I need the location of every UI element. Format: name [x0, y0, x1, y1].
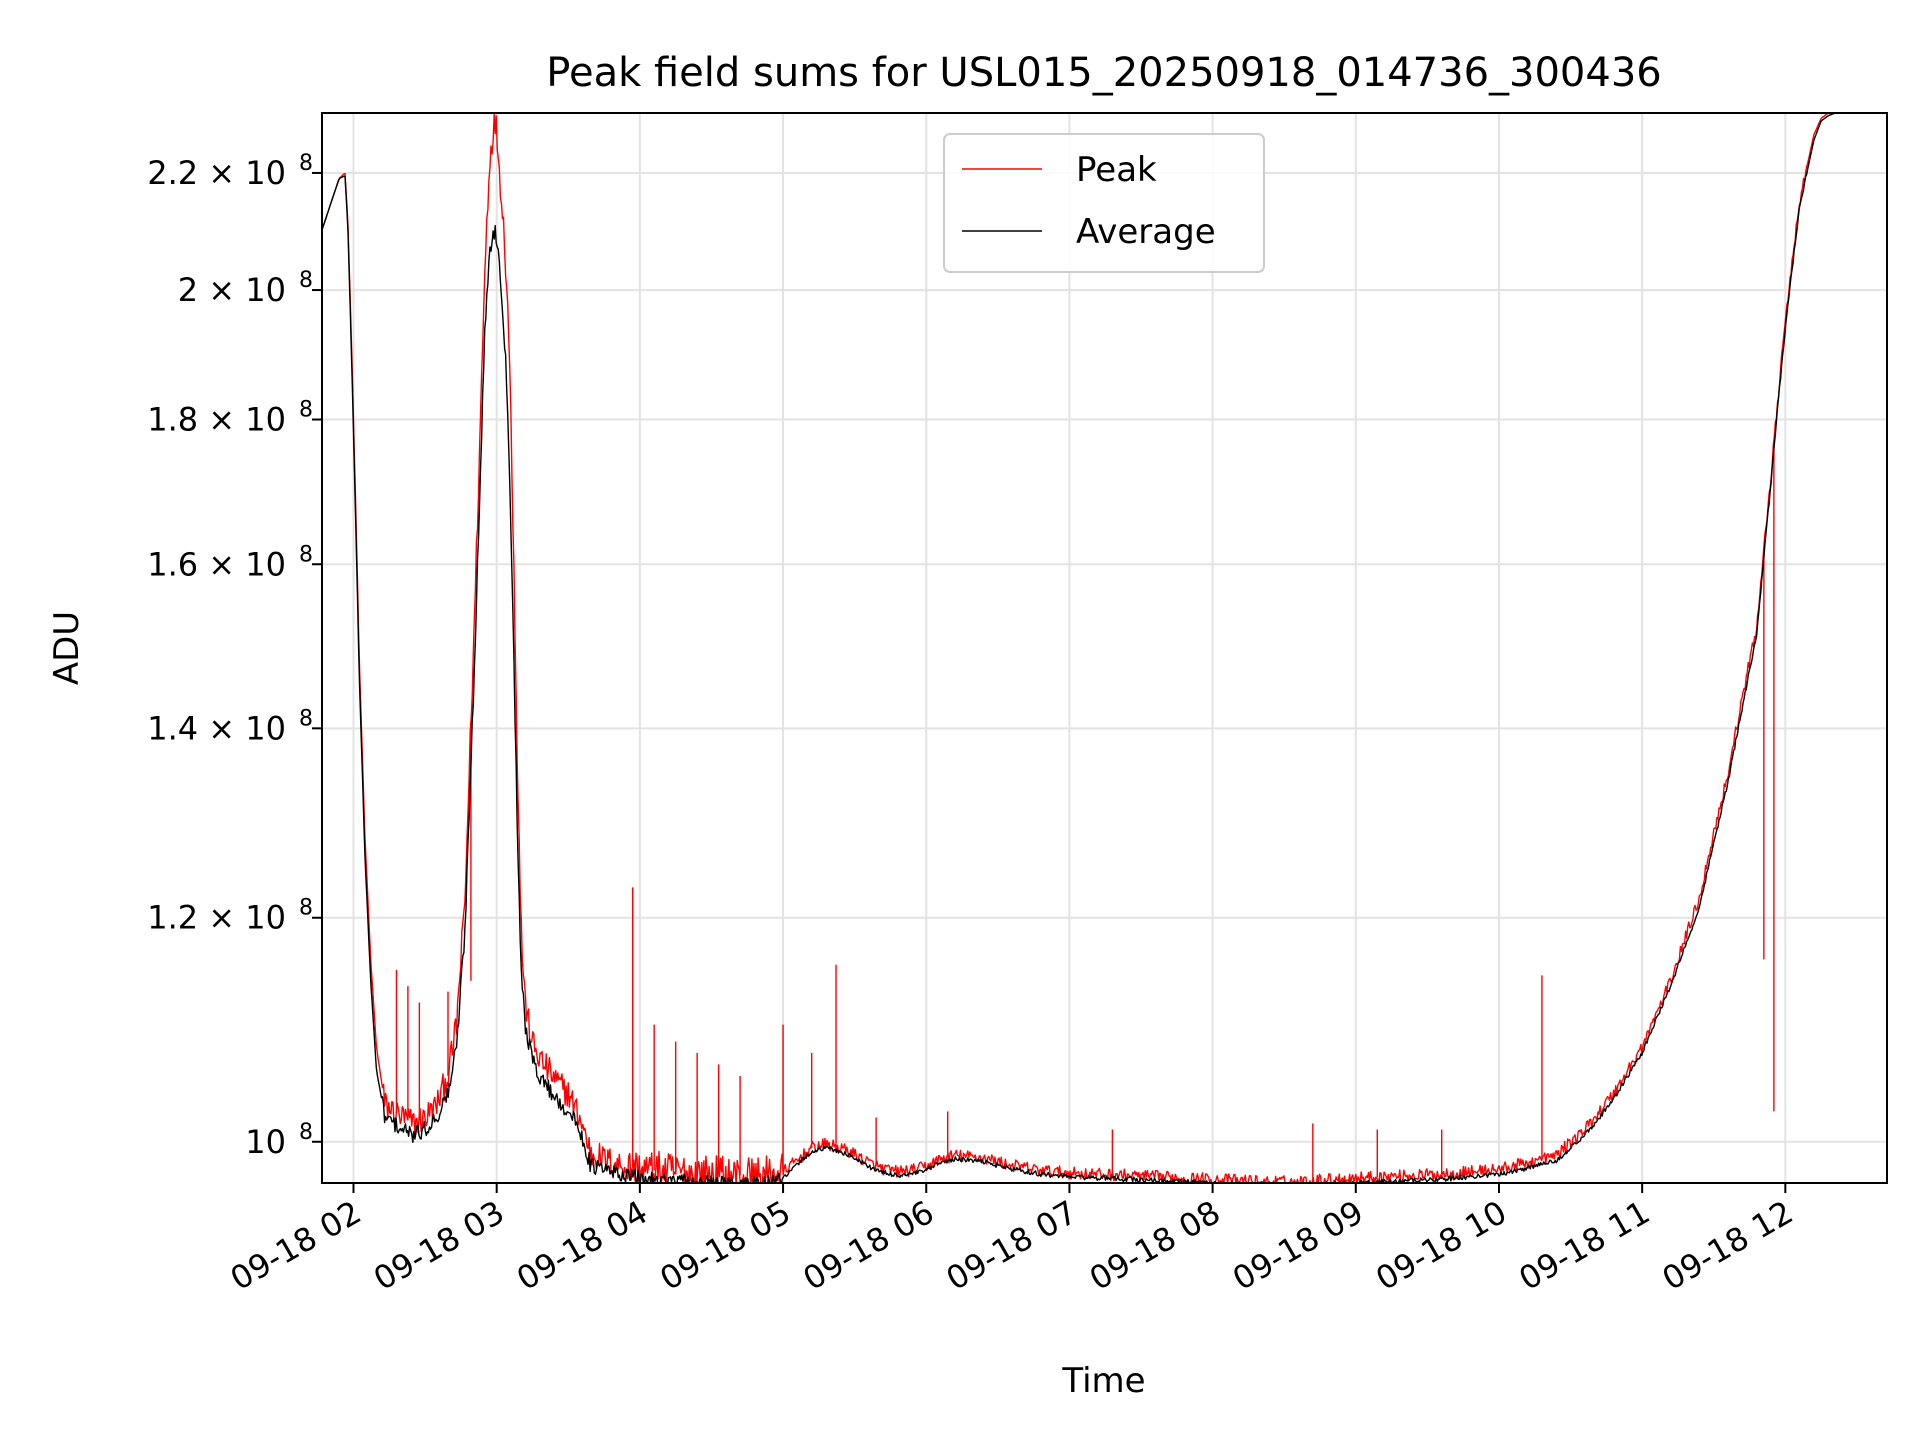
y-axis-ticks: 10 81.2 × 10 81.4 × 10 81.6 × 10 81.8 × 10 82… — [147, 151, 322, 1161]
x-axis-label: Time — [1061, 1361, 1145, 1401]
legend-label-peak: Peak — [1076, 150, 1157, 190]
legend: Peak Average — [943, 133, 1265, 273]
y-tick-exponent: 8 — [299, 706, 313, 731]
y-tick-exponent: 8 — [299, 896, 313, 921]
series-group — [322, 113, 1887, 1183]
y-tick-label: 10 — [245, 1123, 286, 1161]
y-tick-label: 1.2 × 10 — [147, 899, 286, 937]
legend-label-average: Average — [1076, 212, 1216, 252]
plot-frame — [321, 112, 1888, 1184]
y-tick-label: 2 × 10 — [178, 271, 286, 309]
y-tick-label: 1.6 × 10 — [147, 545, 286, 583]
y-tick-exponent: 8 — [299, 398, 313, 423]
y-tick-label: 1.8 × 10 — [147, 401, 286, 439]
grid — [322, 113, 1887, 1183]
y-tick-label: 1.4 × 10 — [147, 709, 286, 747]
y-tick-exponent: 8 — [299, 268, 313, 293]
series-line-average — [322, 113, 1887, 1183]
y-tick-exponent: 8 — [299, 151, 313, 176]
y-tick-exponent: 8 — [299, 1120, 313, 1145]
y-tick-label: 2.2 × 10 — [147, 154, 286, 192]
chart-title: Peak field sums for USL015_20250918_0147… — [546, 50, 1661, 96]
y-axis-label: ADU — [47, 611, 87, 685]
y-tick-exponent: 8 — [299, 542, 313, 567]
